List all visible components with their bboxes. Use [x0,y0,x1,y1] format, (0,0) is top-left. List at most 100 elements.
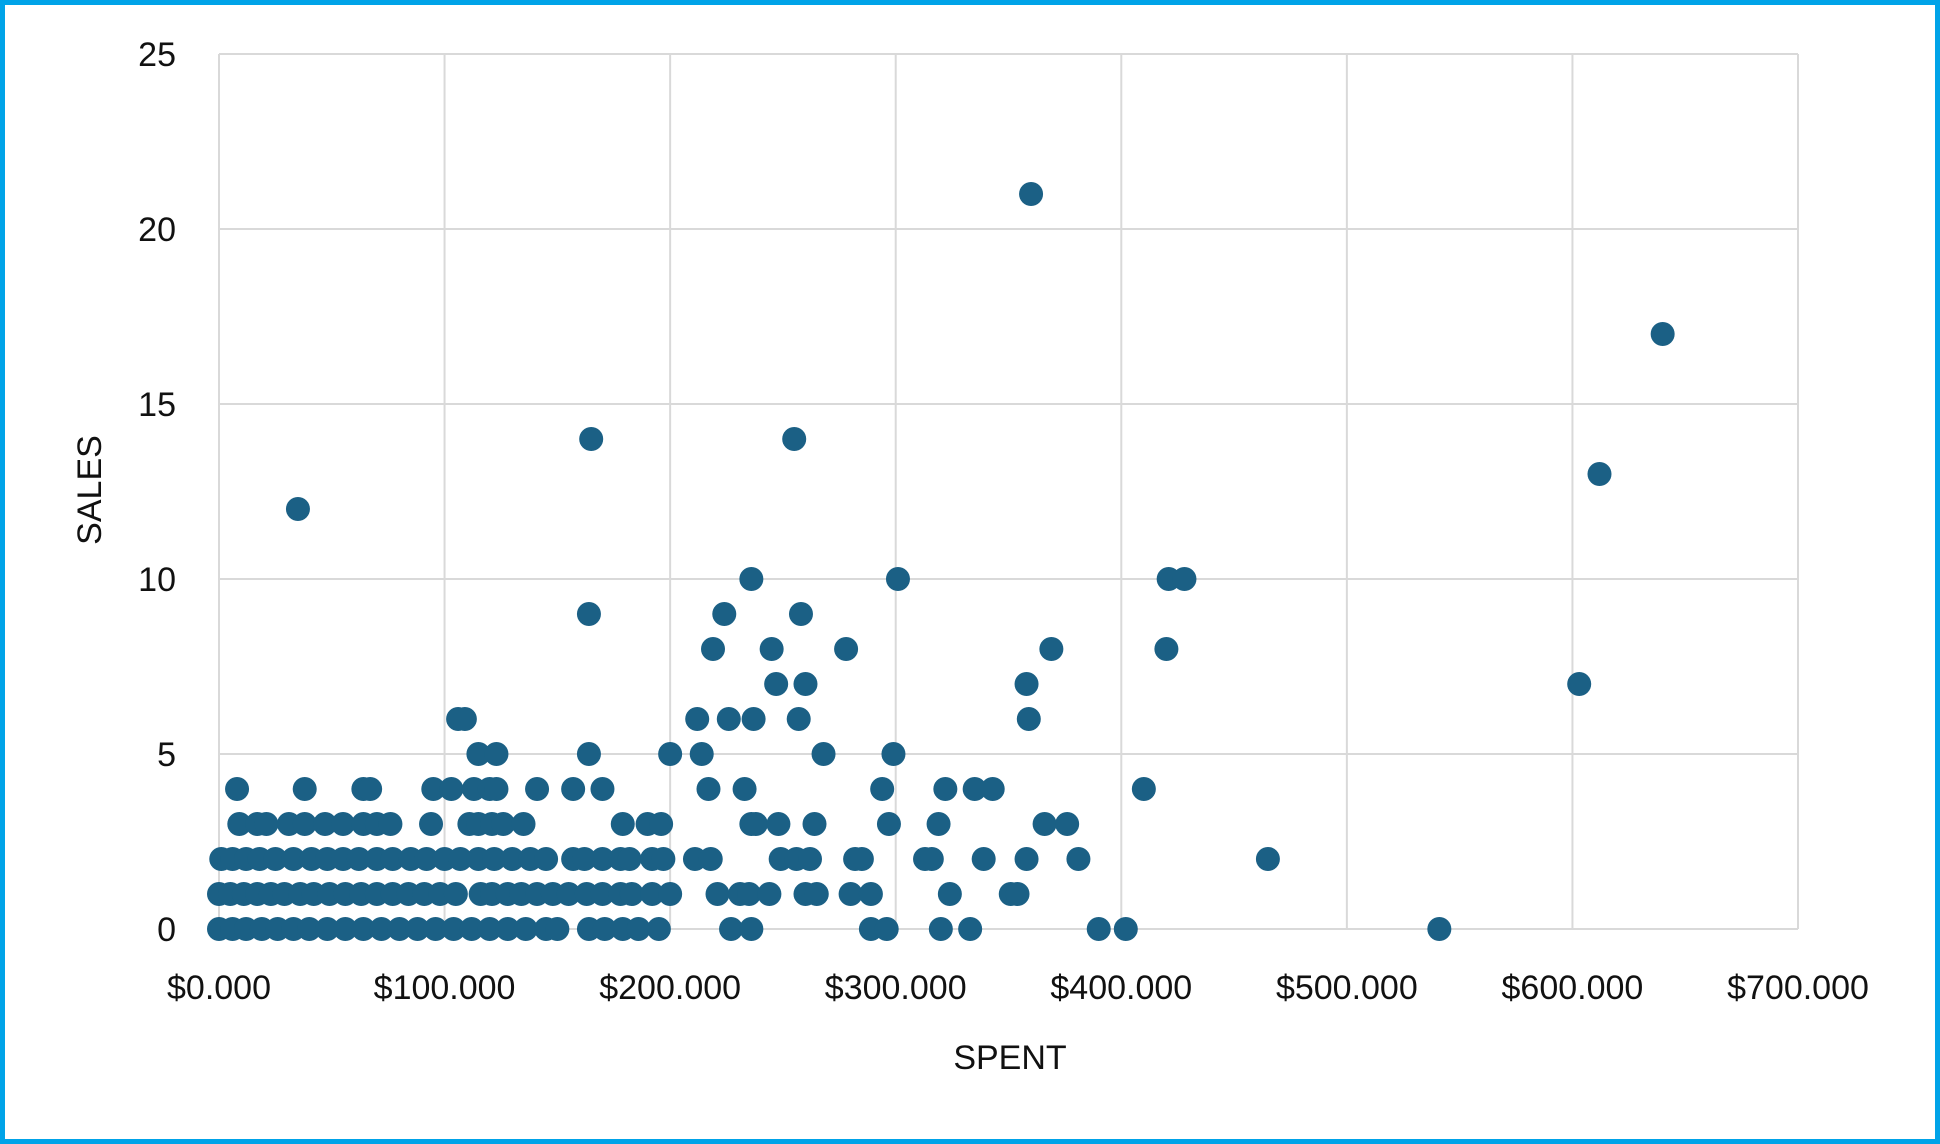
data-point [513,917,538,941]
data-point [525,777,550,801]
data-point [387,917,412,941]
data-point [646,917,671,941]
data-point [534,847,559,871]
data-point [786,707,811,731]
data-point [1113,917,1138,941]
data-point [484,742,509,766]
data-point [263,847,288,871]
data-point [292,777,317,801]
data-point [477,917,502,941]
data-point [576,742,601,766]
y-tick-label: 10 [138,561,176,599]
data-point [658,882,683,906]
data-point [858,882,883,906]
data-point [743,812,768,836]
data-point [626,917,651,941]
data-point [1019,182,1044,206]
data-point [511,812,536,836]
data-point [297,917,322,941]
data-point [926,812,951,836]
data-point [788,602,813,626]
x-tick-label: $300.000 [825,969,967,1007]
data-point [448,847,473,871]
data-point [380,847,405,871]
data-point [292,812,317,836]
data-point [254,812,279,836]
x-tick-label: $0.000 [167,969,271,1007]
data-point [619,882,644,906]
x-tick-label: $400.000 [1050,969,1192,1007]
data-point [405,917,430,941]
data-point [797,847,822,871]
data-point [313,812,338,836]
data-point [590,882,615,906]
data-point [1014,847,1039,871]
data-point [495,917,520,941]
data-point [358,777,383,801]
data-point [705,882,730,906]
data-point [811,742,836,766]
data-point [696,777,721,801]
data-point [1055,812,1080,836]
y-tick-label: 25 [138,36,176,74]
data-point [739,917,764,941]
data-point [804,882,829,906]
data-point [443,882,468,906]
data-point [1032,812,1057,836]
x-tick-label: $700.000 [1727,969,1869,1007]
data-point [741,707,766,731]
data-point [281,847,306,871]
data-point [414,847,439,871]
data-point [1427,917,1452,941]
data-point [658,742,683,766]
data-point [782,427,807,451]
data-point [315,917,340,941]
data-point [834,637,859,661]
data-point [874,917,899,941]
data-point [980,777,1005,801]
data-point [423,917,448,941]
data-point [1005,882,1030,906]
data-point [759,637,784,661]
data-point [971,847,996,871]
data-point [482,847,507,871]
y-axis-title: SALES [71,435,109,545]
data-point [739,567,764,591]
data-point [802,812,827,836]
data-point [928,917,953,941]
data-point [958,917,983,941]
data-points [207,182,1675,941]
data-point [439,777,464,801]
data-point [933,777,958,801]
data-point [452,707,477,731]
data-point [333,917,358,941]
data-point [793,672,818,696]
data-point [737,882,762,906]
data-point [937,882,962,906]
x-axis-title: SPENT [953,1039,1066,1077]
data-point [1172,567,1197,591]
data-point [1255,847,1280,871]
data-point [378,812,403,836]
data-point [1587,462,1612,486]
data-point [617,847,642,871]
data-point [849,847,874,871]
data-point [610,812,635,836]
y-tick-label: 5 [157,736,176,774]
data-point [441,917,466,941]
x-tick-label: $100.000 [374,969,516,1007]
data-point [576,602,601,626]
data-point [346,847,371,871]
data-point [421,777,446,801]
data-point [640,882,665,906]
data-point [712,602,737,626]
y-tick-label: 0 [157,911,176,949]
y-tick-label: 20 [138,211,176,249]
x-tick-label: $600.000 [1502,969,1644,1007]
data-point [885,567,910,591]
data-point [685,707,710,731]
x-tick-labels: $0.000 $100.000 $200.000 $300.000 $400.000 $5… [167,969,1869,1007]
data-point [545,917,570,941]
data-point [227,812,252,836]
